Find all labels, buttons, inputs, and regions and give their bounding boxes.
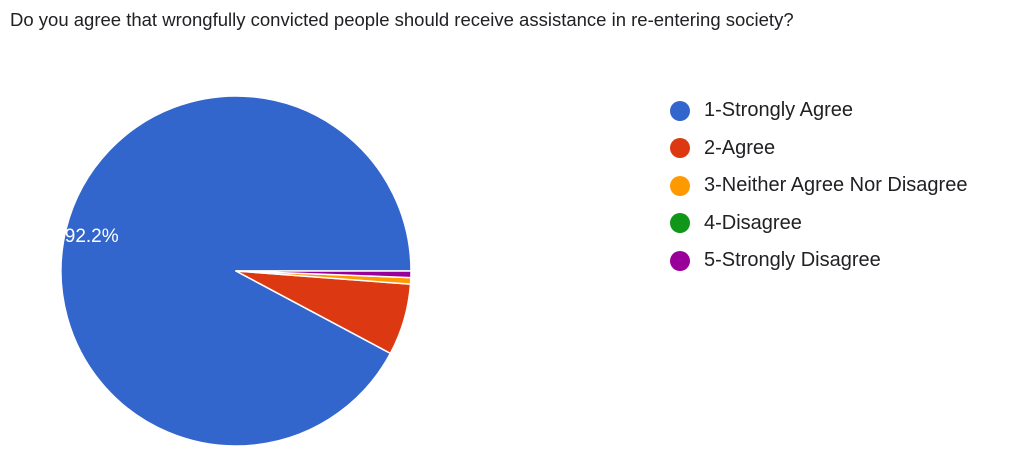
legend-label: 2-Agree (704, 136, 776, 159)
legend-item-disagree: 4-Disagree (670, 205, 967, 243)
slice-label-strongly-agree: 92.2% (65, 226, 119, 247)
pie-chart: 92.2% (60, 95, 412, 447)
legend-swatch (670, 138, 690, 159)
legend-item-neither-agree-nor-disagree: 3-Neither Agree Nor Disagree (670, 167, 967, 205)
legend-label: 4-Disagree (704, 211, 802, 234)
legend-label: 5-Strongly Disagree (704, 249, 881, 272)
legend-swatch (670, 175, 690, 196)
legend-label: 1-Strongly Agree (704, 99, 853, 122)
legend-swatch (670, 213, 690, 234)
legend-label: 3-Neither Agree Nor Disagree (704, 174, 968, 197)
legend-swatch (670, 250, 690, 271)
legend-swatch (670, 100, 690, 121)
legend-item-strongly-agree: 1-Strongly Agree (670, 92, 967, 130)
question-title: Do you agree that wrongfully convicted p… (10, 9, 794, 30)
legend: 1-Strongly Agree 2-Agree 3-Neither Agree N… (670, 92, 967, 280)
legend-item-strongly-disagree: 5-Strongly Disagree (670, 242, 967, 280)
legend-item-agree: 2-Agree (670, 130, 967, 168)
pie-slice-strongly-disagree (235, 270, 412, 279)
